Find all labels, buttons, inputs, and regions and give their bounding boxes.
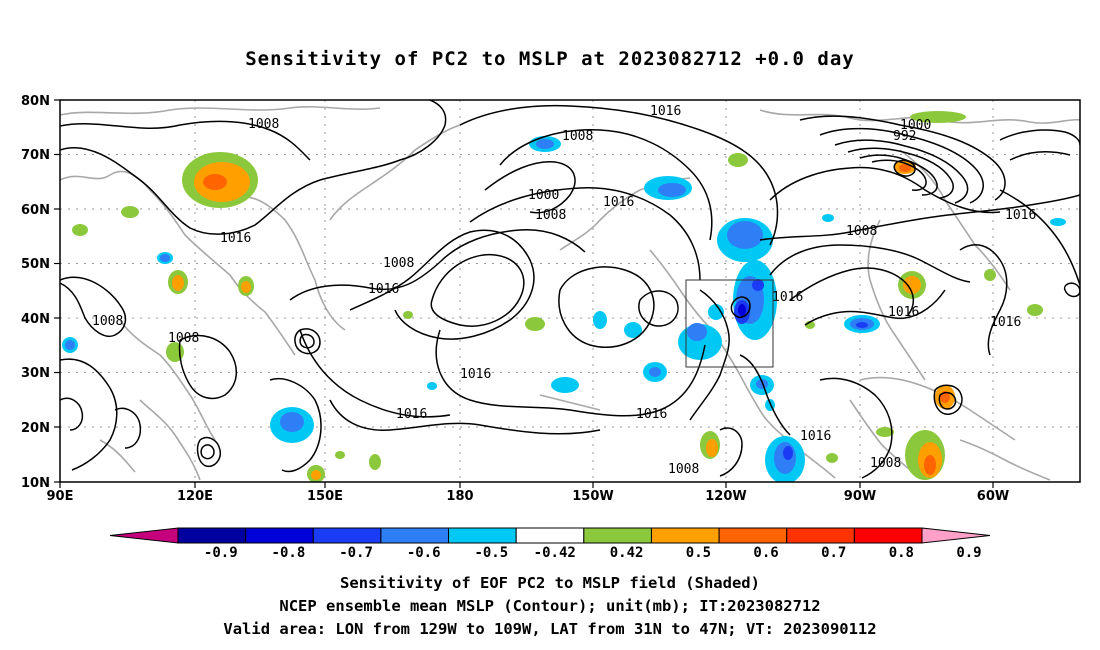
mslp-contours: [60, 100, 1080, 479]
contour-label: 1016: [990, 315, 1021, 330]
lat-label: 30N: [21, 366, 50, 381]
contour-label: 1016: [220, 231, 251, 246]
lon-label: 90E: [47, 489, 74, 504]
colorbar-label: -0.6: [407, 545, 441, 561]
colorbar-max-triangle: [921, 527, 991, 544]
caption-line-2: NCEP ensemble mean MSLP (Contour); unit(…: [279, 597, 821, 615]
contour-label: 1016: [650, 104, 681, 119]
sensitivity-shading: [62, 111, 1066, 482]
lat-label: 10N: [21, 476, 50, 491]
contour-label: 1008: [870, 456, 901, 471]
colorbar-label: -0.7: [339, 545, 373, 561]
colorbar-swatch: [515, 527, 585, 544]
colorbar-label: 0.9: [956, 545, 981, 561]
lat-label: 70N: [21, 148, 50, 163]
colorbar-label: -0.42: [534, 545, 576, 561]
contour-label: 1016: [800, 429, 831, 444]
contour-label-group: 1008 1016 1008 1000 1008 1016 1000 992 1…: [92, 104, 1036, 477]
map-border: [59, 99, 1081, 483]
lat-label: 40N: [21, 312, 50, 327]
contour-label: 1008: [535, 208, 566, 223]
lon-label: 150W: [572, 489, 613, 504]
contour-label: 1008: [383, 256, 414, 271]
contour-label: 1008: [248, 117, 279, 132]
latitude-labels: 80N 70N 60N 50N 40N 30N 20N 10N: [21, 94, 50, 491]
lat-label: 60N: [21, 203, 50, 218]
lat-label: 50N: [21, 257, 50, 272]
colorbar-label: -0.8: [272, 545, 306, 561]
contour-label: 1016: [396, 407, 427, 422]
caption-line-1: Sensitivity of EOF PC2 to MSLP field (Sh…: [340, 574, 760, 592]
shading-blue: [734, 279, 868, 460]
contour-label: 1016: [772, 290, 803, 305]
colorbar-swatch: [718, 527, 788, 544]
contour-label: 1016: [1005, 208, 1036, 223]
colorbar-label: -0.5: [474, 545, 508, 561]
lon-label: 90W: [844, 489, 876, 504]
colorbar-swatch: [380, 527, 450, 544]
colorbar-label: 0.5: [686, 545, 711, 561]
colorbar-swatch: [786, 527, 855, 544]
colorbar-swatch: [448, 527, 517, 544]
map-title: Sensitivity of PC2 to MSLP at 2023082712…: [245, 48, 855, 70]
colorbar-swatch: [650, 527, 720, 544]
lon-label: 120E: [177, 489, 213, 504]
colorbar-swatch: [583, 527, 652, 544]
colorbar-label: 0.42: [610, 545, 644, 561]
valid-area-box: [685, 279, 774, 368]
contour-label: 1016: [603, 195, 634, 210]
colorbar-swatch: [245, 527, 314, 544]
shading-dark-orange: [203, 164, 950, 475]
longitude-labels: 90E 120E 150E 180 150W 120W 90W 60W: [47, 489, 1010, 504]
colorbar-label: 0.6: [753, 545, 778, 561]
lon-label: 120W: [705, 489, 746, 504]
contour-label: 1000: [900, 118, 931, 133]
contour-label: 1000: [528, 188, 559, 203]
colorbar-swatch: [177, 527, 247, 544]
colorbar-label: 0.8: [889, 545, 914, 561]
contour-label: 1008: [168, 331, 199, 346]
colorbar: -0.9 -0.8 -0.7 -0.6 -0.5 -0.42 0.42 0.5 0.6 0.7 0.…: [109, 527, 991, 561]
colorbar-label: 0.7: [821, 545, 846, 561]
contour-label: 1008: [92, 314, 123, 329]
axis-ticks: [54, 99, 994, 488]
colorbar-swatch: [853, 527, 923, 544]
colorbar-label: -0.9: [204, 545, 238, 561]
contour-label: 1016: [368, 282, 399, 297]
contour-label: 1008: [846, 224, 877, 239]
contour-label: 1016: [636, 407, 667, 422]
contour-label: 1008: [562, 129, 593, 144]
colorbar-min-triangle: [109, 527, 179, 544]
lon-label: 150E: [307, 489, 343, 504]
contour-label: 1008: [668, 462, 699, 477]
caption-line-3: Valid area: LON from 129W to 109W, LAT f…: [223, 620, 877, 638]
lat-label: 80N: [21, 94, 50, 109]
shading-dark-blue: [738, 304, 746, 316]
contour-label: 992: [893, 129, 916, 144]
contour-label: 1016: [460, 367, 491, 382]
contour-label: 1016: [888, 305, 919, 320]
lat-label: 20N: [21, 421, 50, 436]
lon-label: 60W: [977, 489, 1009, 504]
lon-label: 180: [446, 489, 473, 504]
colorbar-swatch: [312, 527, 382, 544]
